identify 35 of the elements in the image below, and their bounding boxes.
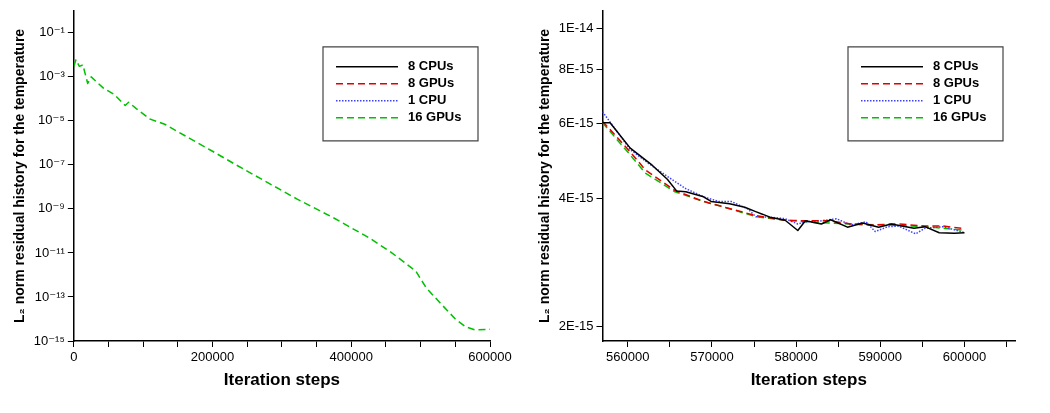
y-tick-label: 10⁻¹ (39, 24, 66, 40)
x-tick-label: 600000 (942, 349, 987, 365)
y-tick-label: 6E-15 (558, 114, 594, 130)
y-tick-label: 10⁻¹⁵ (33, 332, 65, 348)
y-tick-label: 1E-14 (558, 20, 594, 36)
line-series (73, 58, 490, 331)
y-tick-label: 8E-15 (558, 61, 594, 77)
y-tick-label: 10⁻⁵ (38, 112, 65, 128)
x-tick-label: 580000 (774, 349, 818, 365)
y-tick-label: 10⁻³ (39, 68, 66, 84)
legend-label: 1 CPU (933, 92, 972, 108)
x-tick-label: 400000 (329, 349, 373, 365)
y-tick-label: 2E-15 (558, 318, 594, 334)
y-tick-label: 10⁻⁷ (38, 156, 66, 172)
x-axis-title: Iteration steps (750, 370, 867, 390)
y-axis-title: L₂ norm residual history for the temperature (11, 28, 28, 323)
y-tick-label: 10⁻¹³ (34, 288, 66, 304)
x-tick-label: 560000 (606, 349, 650, 365)
legend-label: 8 CPUs (933, 58, 979, 74)
y-tick-label: 10⁻⁹ (37, 200, 65, 216)
legend-label: 1 CPU (408, 92, 447, 108)
legend-label: 8 GPUs (933, 75, 980, 91)
legend-label: 8 GPUs (408, 75, 455, 91)
y-axis-title: L₂ norm residual history for the temperature (536, 28, 553, 323)
y-tick-label: 4E-15 (558, 189, 594, 205)
legend-label: 16 GPUs (933, 109, 987, 125)
x-axis-title: Iteration steps (223, 370, 341, 390)
x-tick-label: 590000 (858, 349, 902, 365)
x-tick-label: 600000 (468, 349, 512, 365)
y-tick-label: 10⁻¹¹ (34, 244, 66, 260)
legend-label: 16 GPUs (408, 109, 462, 125)
legend-label: 8 CPUs (408, 58, 454, 74)
x-tick-label: 0 (70, 349, 78, 365)
x-tick-label: 200000 (190, 349, 235, 365)
x-tick-label: 570000 (690, 349, 734, 365)
